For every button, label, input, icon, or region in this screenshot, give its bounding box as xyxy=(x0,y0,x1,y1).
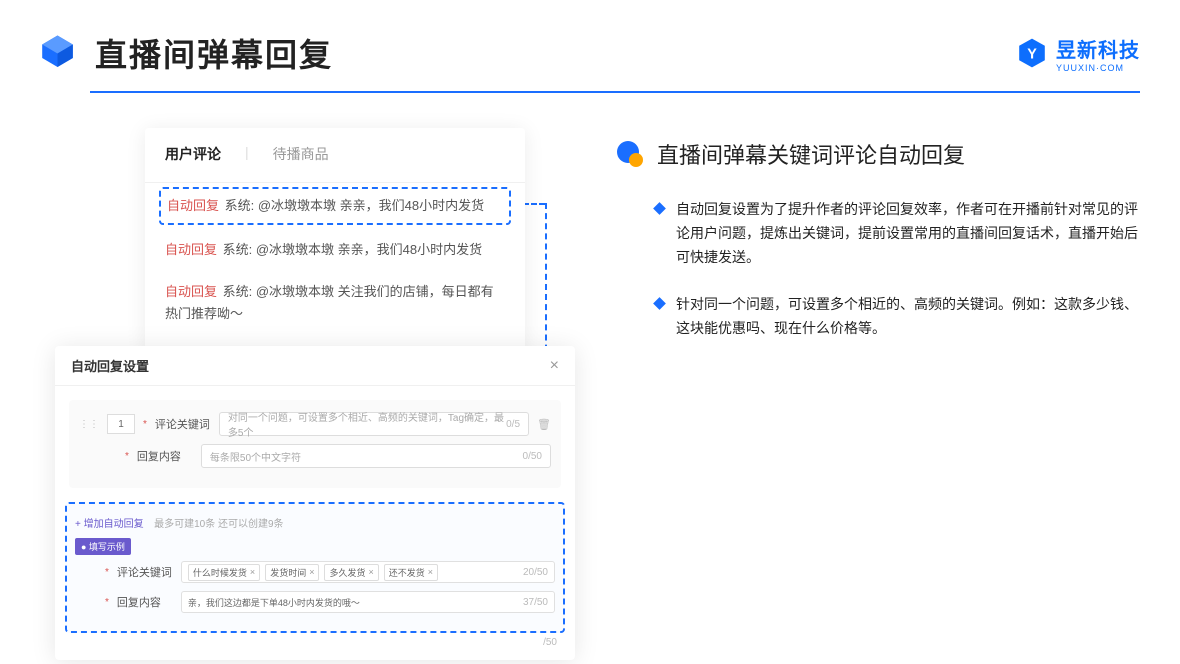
highlighted-comment: 自动回复 系统: @冰墩墩本墩 亲亲，我们48小时内发货 xyxy=(159,187,511,225)
tag-chip[interactable]: 发货时间× xyxy=(265,564,319,581)
auto-reply-tag: 自动回复 xyxy=(165,284,217,299)
example-keyword-input[interactable]: 什么时候发货× 发货时间× 多久发货× 还不发货× 20/50 xyxy=(181,561,555,583)
example-badge: ● 填写示例 xyxy=(75,538,131,555)
tag-chip[interactable]: 还不发货× xyxy=(384,564,438,581)
tab-pending-goods[interactable]: 待播商品 xyxy=(273,144,329,172)
example-box: + 增加自动回复 最多可建10条 还可以创建9条 ● 填写示例 * 评论关键词 … xyxy=(65,502,565,633)
example-content-row: * 回复内容 亲，我们这边都是下单48小时内发货的哦～ 37/50 xyxy=(75,591,555,613)
comment-text: 系统: @冰墩墩本墩 亲亲，我们48小时内发货 xyxy=(225,198,485,213)
bullet-row: 自动回复设置为了提升作者的评论回复效率，作者可在开播前针对常见的评论用户问题，提… xyxy=(615,198,1140,269)
required-star: * xyxy=(105,567,109,578)
cube-icon xyxy=(35,31,80,76)
brand-en: YUUXIN·COM xyxy=(1056,63,1140,73)
chips-wrap: 什么时候发货× 发货时间× 多久发货× 还不发货× xyxy=(188,564,441,581)
example-content-input[interactable]: 亲，我们这边都是下单48小时内发货的哦～ 37/50 xyxy=(181,591,555,613)
comments-card: 用户评论 | 待播商品 自动回复 系统: @冰墩墩本墩 亲亲，我们48小时内发货… xyxy=(145,128,525,353)
comments-tabs: 用户评论 | 待播商品 xyxy=(145,144,525,183)
comment-row: 自动回复 系统: @冰墩墩本墩 关注我们的店铺，每日都有热门推荐呦～ xyxy=(145,271,525,335)
form-outer: ⋮⋮ 1 * 评论关键词 对同一个问题，可设置多个相近、高频的关键词，Tag确定… xyxy=(69,400,561,488)
section-head: 直播间弹幕关键词评论自动回复 xyxy=(615,138,1140,170)
chat-bubble-icon xyxy=(615,139,645,169)
keyword-row: ⋮⋮ 1 * 评论关键词 对同一个问题，可设置多个相近、高频的关键词，Tag确定… xyxy=(79,412,551,436)
brand-icon: Y xyxy=(1016,37,1048,69)
content: 用户评论 | 待播商品 自动回复 系统: @冰墩墩本墩 亲亲，我们48小时内发货… xyxy=(0,93,1180,608)
delete-icon[interactable]: 🗑 xyxy=(537,418,551,431)
bullet-text: 针对同一个问题，可设置多个相近的、高频的关键词。例如：这款多少钱、这块能优惠吗、… xyxy=(676,293,1140,341)
content-row: * 回复内容 每条限50个中文字符 0/50 xyxy=(79,444,551,468)
brand-logo: Y 昱新科技 YUUXIN·COM xyxy=(1016,34,1140,73)
auto-reply-tag: 自动回复 xyxy=(167,198,219,213)
header-left: 直播间弹幕回复 xyxy=(35,30,333,76)
svg-text:Y: Y xyxy=(1027,47,1037,63)
add-row: + 增加自动回复 最多可建10条 还可以创建9条 xyxy=(75,514,555,532)
drag-handle-icon[interactable]: ⋮⋮ xyxy=(79,419,99,430)
bullet-text: 自动回复设置为了提升作者的评论回复效率，作者可在开播前针对常见的评论用户问题，提… xyxy=(676,198,1140,269)
keyword-label: 评论关键词 xyxy=(155,416,211,432)
page-header: 直播间弹幕回复 Y 昱新科技 YUUXIN·COM xyxy=(0,0,1180,91)
comment-text: 系统: @冰墩墩本墩 亲亲，我们48小时内发货 xyxy=(223,242,483,257)
bullet-row: 针对同一个问题，可设置多个相近的、高频的关键词。例如：这款多少钱、这块能优惠吗、… xyxy=(615,293,1140,341)
content-input[interactable]: 每条限50个中文字符 0/50 xyxy=(201,444,551,468)
section-title: 直播间弹幕关键词评论自动回复 xyxy=(657,138,965,170)
content-count: 0/50 xyxy=(523,451,542,462)
left-panel: 用户评论 | 待播商品 自动回复 系统: @冰墩墩本墩 亲亲，我们48小时内发货… xyxy=(55,128,585,608)
settings-header: 自动回复设置 × xyxy=(55,346,575,386)
required-star: * xyxy=(125,451,129,462)
tab-separator: | xyxy=(245,144,249,172)
add-hint: 最多可建10条 还可以创建9条 xyxy=(154,519,283,530)
brand-text: 昱新科技 YUUXIN·COM xyxy=(1056,34,1140,73)
diamond-bullet-icon xyxy=(653,202,666,215)
content-placeholder: 每条限50个中文字符 xyxy=(210,449,301,464)
page-title: 直播间弹幕回复 xyxy=(95,30,333,76)
example-kw-count: 20/50 xyxy=(523,567,548,578)
settings-card: 自动回复设置 × ⋮⋮ 1 * 评论关键词 对同一个问题，可设置多个相近、高频的… xyxy=(55,346,575,660)
example-content-label: 回复内容 xyxy=(117,594,173,610)
right-panel: 直播间弹幕关键词评论自动回复 自动回复设置为了提升作者的评论回复效率，作者可在开… xyxy=(615,128,1140,608)
example-keyword-row: * 评论关键词 什么时候发货× 发货时间× 多久发货× 还不发货× 20/50 xyxy=(75,561,555,583)
example-content-count: 37/50 xyxy=(523,597,548,608)
tag-chip[interactable]: 多久发货× xyxy=(324,564,378,581)
outer-count: /50 xyxy=(55,633,575,648)
required-star: * xyxy=(105,597,109,608)
keyword-count: 0/5 xyxy=(506,419,520,430)
content-label: 回复内容 xyxy=(137,448,193,464)
comment-row: 自动回复 系统: @冰墩墩本墩 亲亲，我们48小时内发货 xyxy=(145,229,525,271)
form-block: ⋮⋮ 1 * 评论关键词 对同一个问题，可设置多个相近、高频的关键词，Tag确定… xyxy=(55,386,575,498)
close-icon[interactable]: × xyxy=(550,357,559,375)
keyword-input[interactable]: 对同一个问题，可设置多个相近、高频的关键词，Tag确定，最多5个 0/5 xyxy=(219,412,529,436)
brand-cn: 昱新科技 xyxy=(1056,40,1140,62)
example-kw-label: 评论关键词 xyxy=(117,564,173,580)
comment-row: 自动回复 系统: @冰墩墩本墩 亲亲，我们48小时内发货 xyxy=(167,195,503,217)
add-auto-reply-link[interactable]: + 增加自动回复 xyxy=(75,519,144,530)
diamond-bullet-icon xyxy=(653,298,666,311)
tab-user-comments[interactable]: 用户评论 xyxy=(165,144,221,172)
settings-title: 自动回复设置 xyxy=(71,356,149,375)
auto-reply-tag: 自动回复 xyxy=(165,242,217,257)
example-content-value: 亲，我们这边都是下单48小时内发货的哦～ xyxy=(188,596,360,609)
keyword-placeholder: 对同一个问题，可设置多个相近、高频的关键词，Tag确定，最多5个 xyxy=(228,409,506,439)
tag-chip[interactable]: 什么时候发货× xyxy=(188,564,260,581)
required-star: * xyxy=(143,419,147,430)
step-number: 1 xyxy=(107,414,135,434)
